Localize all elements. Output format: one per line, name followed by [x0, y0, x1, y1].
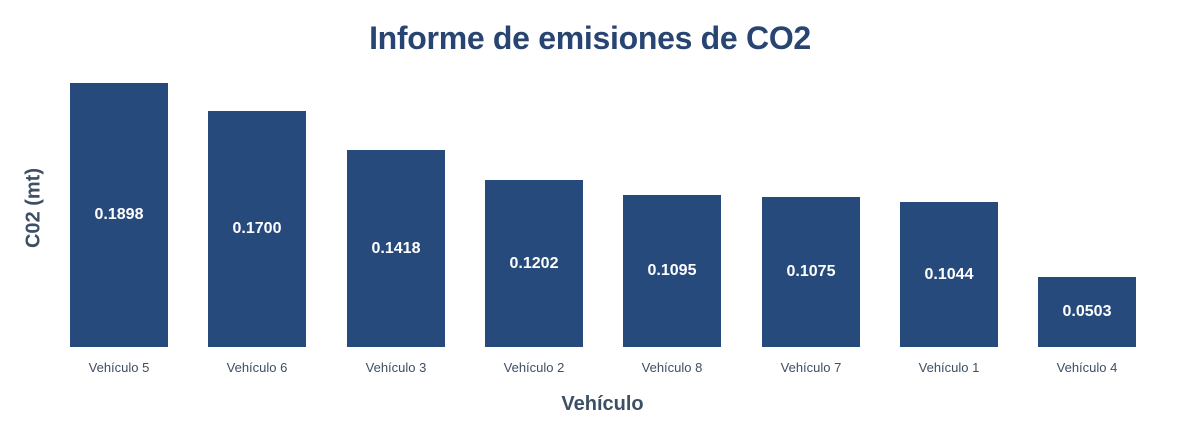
bar: 0.1075	[762, 197, 860, 347]
bar: 0.1418	[347, 150, 445, 347]
bar: 0.1700	[208, 111, 306, 347]
bar: 0.0503	[1038, 277, 1136, 347]
bar-value-label: 0.0503	[1062, 303, 1112, 320]
bar-value-label: 0.1898	[94, 206, 144, 223]
x-tick-label: Vehículo 4	[1056, 360, 1118, 375]
y-axis-label: C02 (mt)	[22, 167, 45, 249]
x-tick-label: Vehículo 7	[780, 360, 842, 375]
bar-value-label: 0.1095	[647, 262, 697, 279]
bar-value-label: 0.1044	[924, 265, 974, 283]
bar: 0.1898	[70, 83, 168, 347]
bar-value-label: 0.1418	[371, 239, 421, 257]
x-tick-label: Vehículo 2	[503, 360, 565, 375]
bar: 0.1202	[485, 180, 583, 347]
x-tick-label: Vehículo 3	[365, 360, 427, 375]
bar: 0.1044	[900, 202, 998, 347]
bar-value-label: 0.1202	[509, 254, 559, 272]
x-tick-label: Vehículo 6	[226, 360, 288, 375]
x-tick-label: Vehículo 1	[918, 360, 980, 375]
x-tick-label: Vehículo 5	[88, 360, 150, 375]
x-axis-label: Vehículo	[561, 393, 644, 415]
bar: 0.1095	[623, 195, 721, 347]
x-tick-label: Vehículo 8	[641, 360, 703, 375]
bar-value-label: 0.1700	[232, 220, 282, 237]
bar-value-label: 0.1075	[786, 263, 836, 280]
chart-title: Informe de emisiones de CO2	[369, 20, 811, 56]
